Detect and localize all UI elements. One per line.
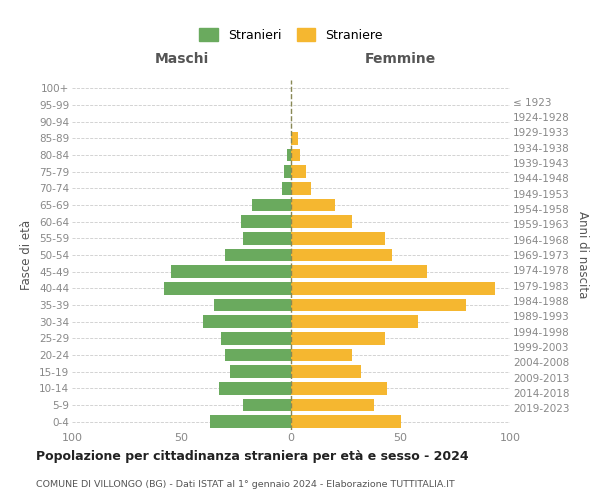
Bar xyxy=(214,298,291,311)
Bar xyxy=(291,166,307,178)
Bar xyxy=(164,282,291,294)
Bar xyxy=(287,149,291,162)
Bar xyxy=(284,166,291,178)
Bar xyxy=(291,298,466,311)
Bar xyxy=(243,232,291,244)
Bar xyxy=(210,416,291,428)
Bar xyxy=(221,332,291,344)
Bar xyxy=(291,349,352,361)
Bar xyxy=(291,149,300,162)
Bar xyxy=(241,216,291,228)
Bar xyxy=(226,248,291,261)
Text: Popolazione per cittadinanza straniera per età e sesso - 2024: Popolazione per cittadinanza straniera p… xyxy=(36,450,469,463)
Bar xyxy=(291,332,385,344)
Bar xyxy=(219,382,291,394)
Bar xyxy=(291,266,427,278)
Bar xyxy=(291,132,298,144)
Bar xyxy=(291,282,494,294)
Bar xyxy=(230,366,291,378)
Bar xyxy=(291,316,418,328)
Bar xyxy=(170,266,291,278)
Y-axis label: Anni di nascita: Anni di nascita xyxy=(576,212,589,298)
Bar xyxy=(203,316,291,328)
Text: Maschi: Maschi xyxy=(154,52,209,66)
Bar xyxy=(226,349,291,361)
Bar xyxy=(251,199,291,211)
Y-axis label: Fasce di età: Fasce di età xyxy=(20,220,34,290)
Bar xyxy=(291,366,361,378)
Bar xyxy=(243,399,291,411)
Text: Femmine: Femmine xyxy=(365,52,436,66)
Bar xyxy=(291,232,385,244)
Bar xyxy=(282,182,291,194)
Bar xyxy=(291,416,401,428)
Legend: Stranieri, Straniere: Stranieri, Straniere xyxy=(194,23,388,47)
Text: COMUNE DI VILLONGO (BG) - Dati ISTAT al 1° gennaio 2024 - Elaborazione TUTTITALI: COMUNE DI VILLONGO (BG) - Dati ISTAT al … xyxy=(36,480,455,489)
Bar xyxy=(291,199,335,211)
Bar xyxy=(291,216,352,228)
Bar xyxy=(291,248,392,261)
Bar xyxy=(291,382,388,394)
Bar xyxy=(291,399,374,411)
Bar xyxy=(291,182,311,194)
